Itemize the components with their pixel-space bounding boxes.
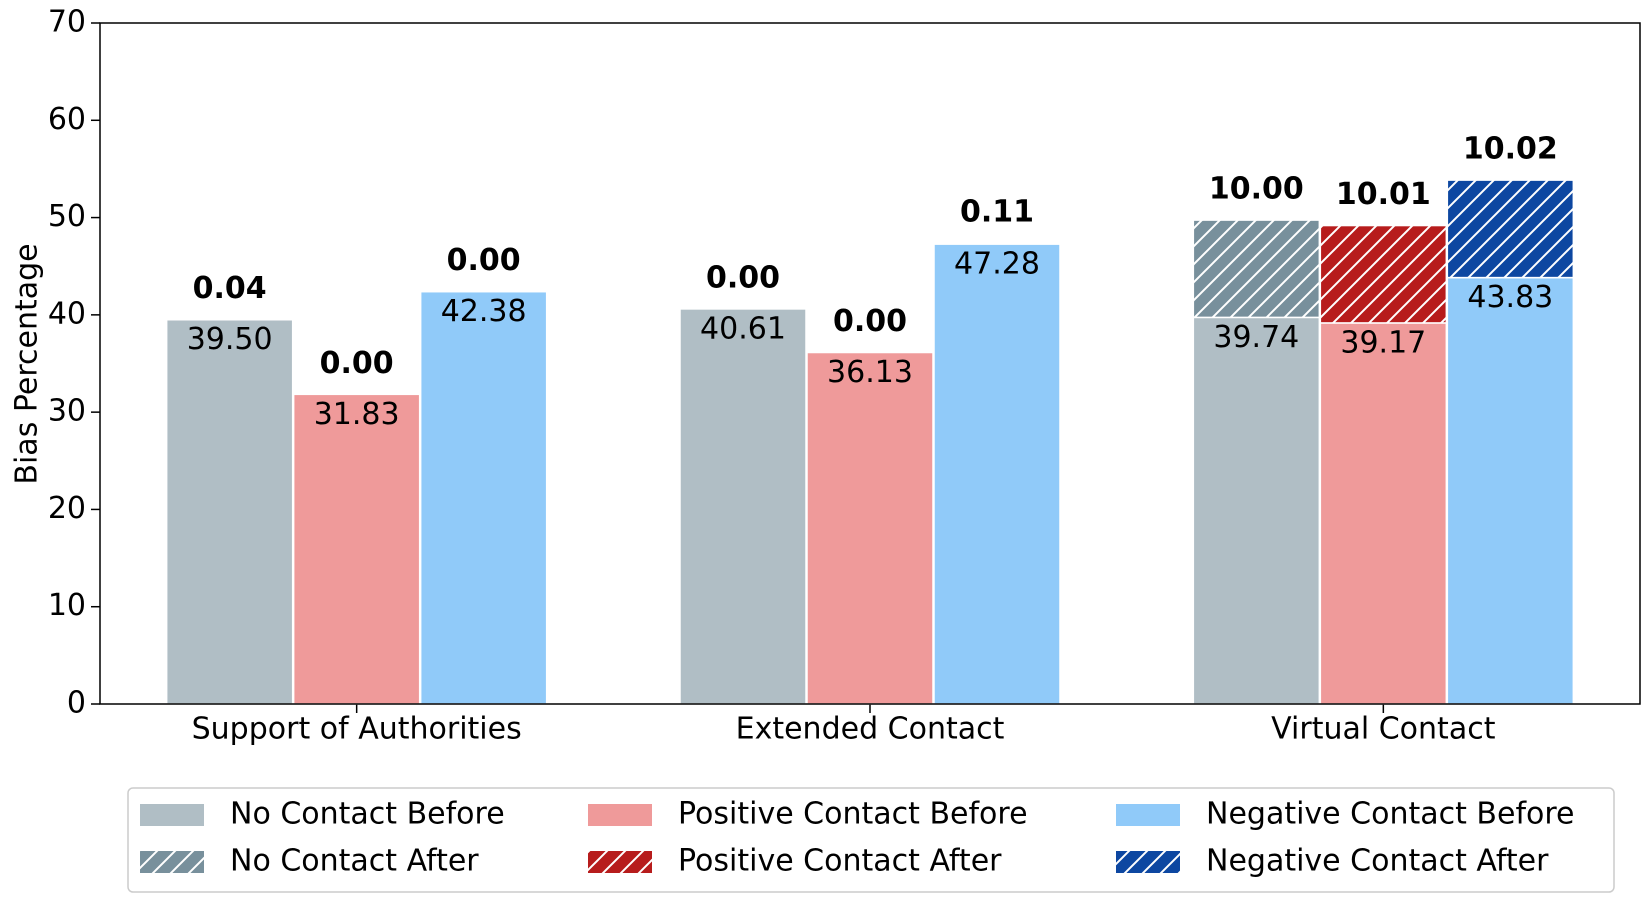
value-label: 0.11 bbox=[960, 194, 1034, 229]
y-tick-label: 60 bbox=[48, 102, 86, 137]
value-label: 31.83 bbox=[314, 397, 400, 432]
y-tick-label: 50 bbox=[48, 199, 86, 234]
value-label: 0.00 bbox=[447, 243, 521, 278]
y-tick-label: 40 bbox=[48, 296, 86, 331]
y-tick-label: 30 bbox=[48, 394, 86, 429]
bar bbox=[1319, 322, 1448, 705]
value-label: 10.02 bbox=[1463, 132, 1558, 167]
legend-label: Positive Contact Before bbox=[678, 797, 1028, 832]
legend-label: Positive Contact After bbox=[678, 844, 1002, 879]
value-label: 0.04 bbox=[193, 271, 267, 306]
bar bbox=[1192, 219, 1321, 319]
value-label: 42.38 bbox=[441, 294, 527, 329]
plot-frame bbox=[99, 22, 1641, 705]
y-axis-label: Bias Percentage bbox=[10, 243, 45, 484]
legend-label: Negative Contact Before bbox=[1206, 797, 1575, 832]
value-label: 10.01 bbox=[1336, 177, 1431, 212]
y-tick-label: 0 bbox=[67, 686, 86, 721]
legend-swatch bbox=[140, 804, 204, 826]
legend-box bbox=[127, 787, 1615, 893]
x-tick-label: Support of Authorities bbox=[192, 712, 522, 747]
x-tick-label: Extended Contact bbox=[736, 712, 1005, 747]
legend-swatch bbox=[588, 851, 652, 873]
legend-swatch bbox=[140, 851, 204, 873]
legend-swatch bbox=[588, 804, 652, 826]
value-label: 39.74 bbox=[1213, 320, 1299, 355]
value-label: 39.17 bbox=[1340, 325, 1426, 360]
y-tick-label: 20 bbox=[48, 491, 86, 526]
bar bbox=[933, 242, 1061, 245]
x-tick-label: Virtual Contact bbox=[1271, 712, 1496, 747]
value-label: 40.61 bbox=[700, 311, 786, 346]
y-tick-label: 10 bbox=[48, 588, 86, 623]
legend-label: No Contact Before bbox=[230, 797, 505, 832]
value-label: 36.13 bbox=[827, 355, 913, 390]
bar bbox=[1319, 224, 1448, 324]
bar bbox=[1192, 316, 1321, 705]
value-label: 0.00 bbox=[706, 260, 780, 295]
legend-label: Negative Contact After bbox=[1206, 844, 1549, 879]
bar bbox=[1446, 179, 1575, 279]
bar bbox=[292, 393, 421, 705]
bar bbox=[165, 318, 294, 705]
bar bbox=[806, 351, 934, 705]
legend-label: No Contact After bbox=[230, 844, 479, 879]
bar bbox=[1446, 276, 1575, 705]
bar bbox=[679, 308, 807, 705]
bar bbox=[933, 243, 1061, 705]
value-label: 0.00 bbox=[833, 304, 907, 339]
value-label: 10.00 bbox=[1209, 172, 1304, 207]
value-label: 0.00 bbox=[320, 346, 394, 381]
value-label: 39.50 bbox=[187, 322, 273, 357]
value-label: 47.28 bbox=[954, 247, 1040, 282]
legend-swatch bbox=[1116, 851, 1180, 873]
bar bbox=[419, 290, 548, 705]
value-label: 43.83 bbox=[1467, 280, 1553, 315]
legend-swatch bbox=[1116, 804, 1180, 826]
y-tick-label: 70 bbox=[48, 5, 86, 40]
